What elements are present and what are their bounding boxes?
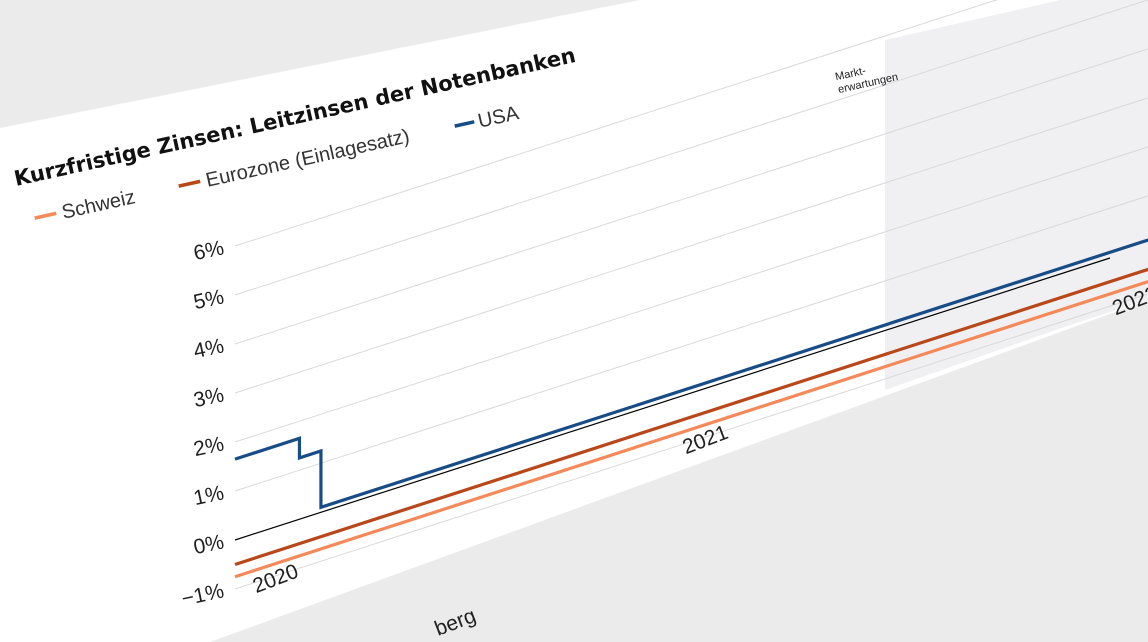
series-layer bbox=[234, 0, 1148, 579]
projection-shade bbox=[885, 0, 1148, 390]
gridline bbox=[234, 0, 1148, 443]
legend-swatch-usa bbox=[454, 120, 475, 128]
gridline bbox=[234, 0, 1148, 345]
gridline bbox=[234, 0, 1148, 590]
series-line-usa bbox=[234, 0, 1148, 510]
zero-baseline bbox=[234, 257, 1111, 541]
gridline bbox=[234, 0, 1148, 492]
source-note: berg bbox=[432, 604, 479, 641]
legend-swatch-eurozone bbox=[178, 179, 201, 188]
gridline bbox=[234, 0, 1148, 394]
legend-swatch-schweiz bbox=[34, 211, 57, 220]
gridline bbox=[234, 0, 1148, 296]
grid-lines bbox=[234, 0, 1148, 590]
gridline bbox=[234, 0, 1148, 247]
